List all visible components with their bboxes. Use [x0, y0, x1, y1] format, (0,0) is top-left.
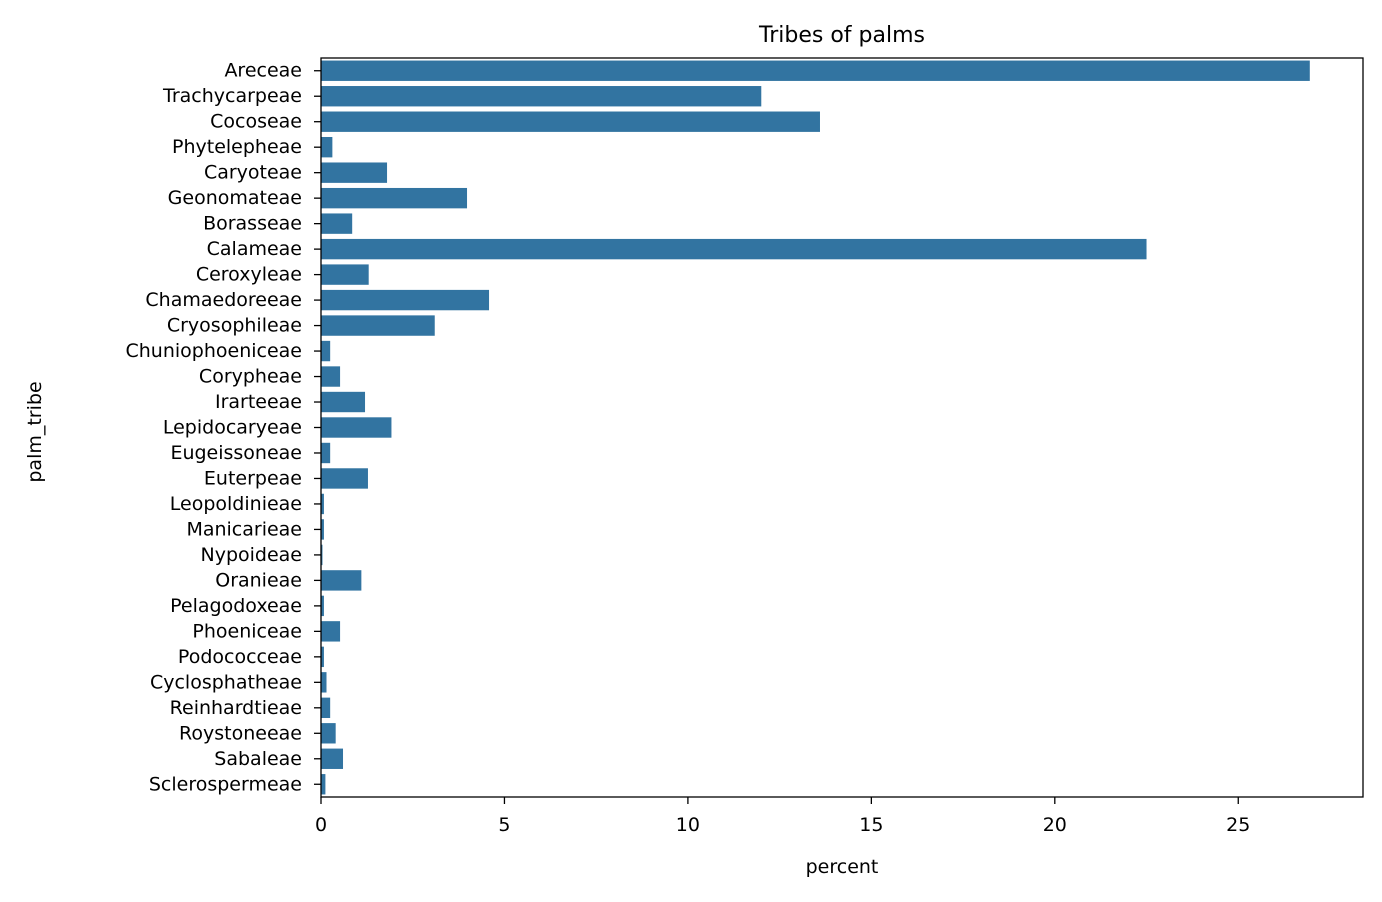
x-tick-label: 25 [1226, 814, 1250, 836]
y-tick-label: Chuniophoeniceae [125, 340, 302, 362]
bar-ceroxyleae [321, 264, 369, 285]
y-axis-label: palm_tribe [24, 381, 46, 482]
bar-reinhardtieae [321, 697, 331, 719]
y-tick-label: Sclerospermeae [149, 773, 302, 795]
y-tick-label: Oranieae [215, 569, 302, 591]
y-tick-label: Areceae [224, 60, 302, 82]
plot-frame [320, 57, 1364, 798]
y-tick-label: Phoeniceae [192, 620, 302, 642]
bar-manicarieae [321, 519, 324, 540]
bar-geonomateae [321, 187, 468, 209]
y-tick-label: Calameae [207, 238, 302, 260]
y-tick-label: Euterpeae [204, 467, 302, 489]
bar-leopoldinieae [321, 493, 324, 515]
bar-cocoseae [321, 111, 820, 132]
y-tick-label: Cryosophileae [167, 315, 302, 337]
bar-oranieae [321, 570, 362, 591]
y-tick-label: Roystoneeae [179, 722, 302, 744]
x-axis-label: percent [806, 856, 879, 878]
bar-chamaedoreeae [321, 289, 490, 311]
y-tick-label: Borasseae [203, 213, 302, 235]
x-axis-ticks: 0 5 10 15 20 25 [315, 797, 1250, 836]
x-tick-label: 10 [676, 814, 700, 836]
x-tick-label: 20 [1043, 814, 1067, 836]
x-tick-label: 0 [315, 814, 327, 836]
y-tick-label: Eugeissoneae [170, 442, 302, 464]
y-tick-label: Nypoideae [200, 544, 302, 566]
bar-cyclosphatheae [321, 672, 327, 693]
y-tick-label: Caryoteae [204, 162, 302, 184]
y-tick-label: Manicarieae [186, 518, 302, 540]
bar-caryoteae [321, 162, 388, 183]
y-tick-label: Trachycarpeae [162, 85, 302, 107]
bar-trachycarpeae [321, 86, 762, 107]
bar-phoeniceae [321, 621, 341, 642]
bar-eugeissoneae [321, 442, 331, 464]
y-tick-label: Cyclosphatheae [150, 671, 302, 693]
chart-title: Tribes of palms [758, 23, 925, 48]
bar-borasseae [321, 213, 353, 234]
y-tick-label: Reinhardtieae [170, 697, 302, 719]
bar-podococceae [321, 646, 324, 668]
x-tick-label: 15 [859, 814, 883, 836]
bars-layer [321, 60, 1310, 795]
bar-roystoneeae [321, 723, 336, 744]
x-tick-label: 5 [498, 814, 510, 836]
y-tick-label: Leopoldinieae [170, 493, 302, 515]
bar-euterpeae [321, 468, 368, 489]
bar-lepidocaryeae [321, 417, 392, 438]
y-tick-label: Podococceae [178, 646, 302, 668]
bar-sabaleae [321, 748, 344, 769]
y-tick-label: Geonomateae [168, 187, 302, 209]
bar-phytelepheae [321, 136, 333, 158]
y-axis-ticks: Areceae Trachycarpeae Cocoseae Phytelepheae… [125, 60, 321, 795]
bar-chuniophoeniceae [321, 340, 331, 362]
bar-sclerospermeae [321, 774, 326, 795]
bar-pelagodoxeae [321, 595, 324, 617]
bar-irarteeae [321, 391, 366, 413]
y-tick-label: Cocoseae [210, 111, 302, 133]
y-tick-label: Irarteeae [215, 391, 302, 413]
bar-cryosophileae [321, 315, 435, 336]
y-tick-label: Sabaleae [214, 748, 302, 770]
bar-calameae [321, 238, 1147, 260]
bar-areceae [321, 60, 1310, 81]
y-tick-label: Chamaedoreeae [145, 289, 302, 311]
y-tick-label: Pelagodoxeae [170, 595, 302, 617]
y-tick-label: Lepidocaryeae [163, 417, 302, 439]
y-tick-label: Phytelepheae [172, 136, 302, 158]
y-tick-label: Ceroxyleae [196, 264, 302, 286]
bar-nypoideae [321, 544, 323, 566]
bar-corypheae [321, 366, 341, 387]
y-tick-label: Corypheae [199, 366, 302, 388]
